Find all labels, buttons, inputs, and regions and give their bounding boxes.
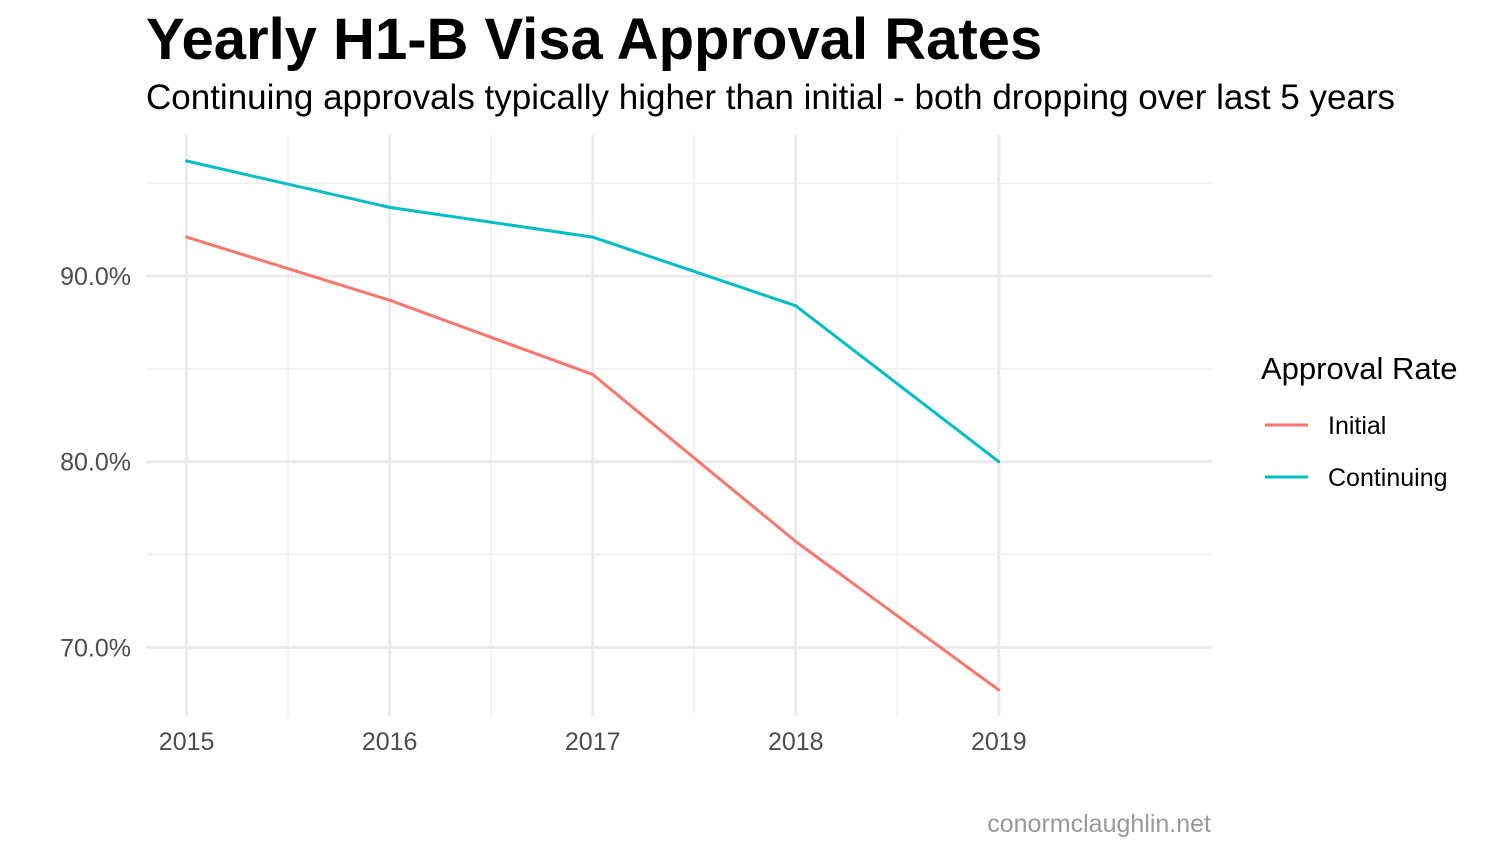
x-tick-label: 2018 [768,728,824,756]
data-point-initial [388,298,392,302]
data-point-continuing [185,159,189,163]
data-point-continuing [997,460,1001,464]
legend-title: Approval Rate [1261,351,1457,386]
data-point-continuing [388,205,392,209]
x-tick-label: 2017 [565,728,621,756]
data-point-initial [997,688,1001,692]
y-tick-label: 70.0% [60,634,131,662]
chart-caption: conormclaughlin.net [987,810,1211,838]
x-tick-label: 2016 [362,728,418,756]
data-point-continuing [591,235,595,239]
chart-title: Yearly H1-B Visa Approval Rates [146,7,1043,72]
x-tick-label: 2015 [159,728,215,756]
legend-label-initial: Initial [1328,412,1386,440]
chart-subtitle: Continuing approvals typically higher th… [146,78,1396,117]
y-tick-label: 90.0% [60,263,131,291]
y-tick-label: 80.0% [60,449,131,477]
data-point-initial [591,372,595,376]
data-point-initial [185,235,189,239]
legend-label-continuing: Continuing [1328,464,1448,492]
data-point-initial [794,540,798,544]
data-point-continuing [794,304,798,308]
x-tick-label: 2019 [971,728,1027,756]
